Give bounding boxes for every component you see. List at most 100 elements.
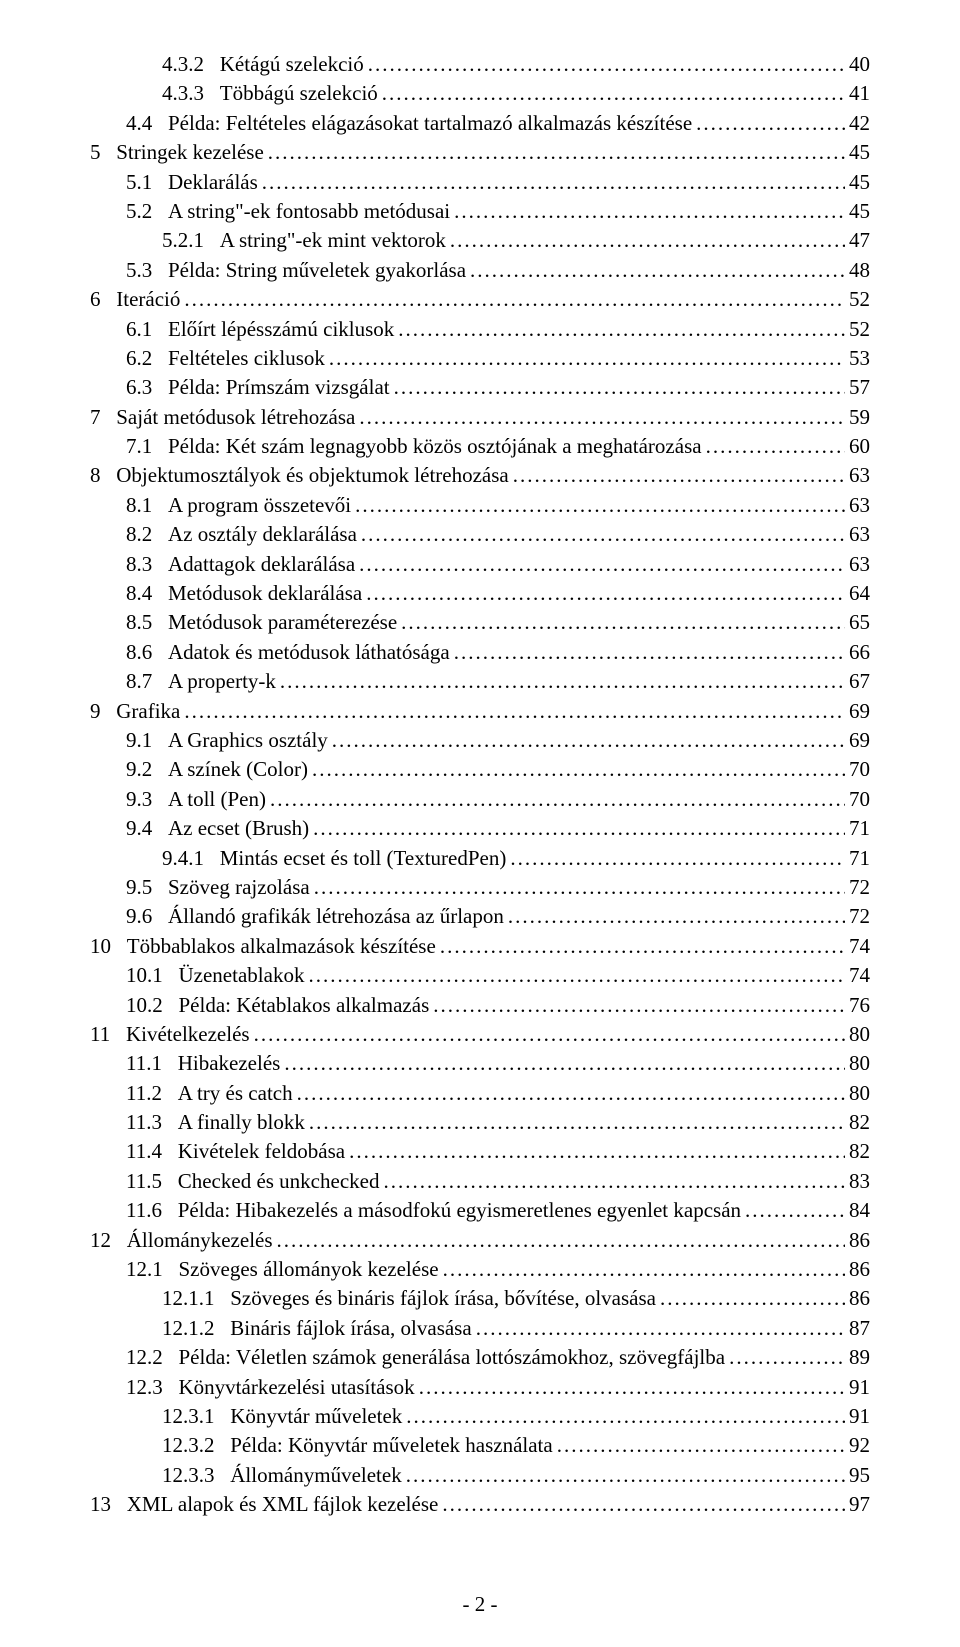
table-of-contents: 4.3.2 Kétágú szelekció404.3.3 Többágú sz… [90,50,870,1520]
toc-entry: 4.4 Példa: Feltételes elágazásokat tarta… [90,109,870,138]
page-footer-number: - 2 - [0,1592,960,1617]
toc-entry-label: 6.2 Feltételes ciklusok [126,344,325,373]
toc-leader-dots [513,461,845,490]
toc-leader-dots [382,79,845,108]
toc-entry-label: 8.4 Metódusok deklarálása [126,579,362,608]
toc-entry: 9.3 A toll (Pen) 70 [90,785,870,814]
toc-entry-page: 40 [849,50,870,79]
toc-entry-page: 48 [849,256,870,285]
toc-entry-label: 6 Iteráció [90,285,180,314]
toc-leader-dots [277,1226,845,1255]
toc-entry-label: 9.6 Állandó grafikák létrehozása az űrla… [126,902,504,931]
toc-leader-dots [366,579,845,608]
toc-leader-dots [510,844,845,873]
toc-entry-label: 4.4 Példa: Feltételes elágazásokat tarta… [126,109,692,138]
toc-entry-page: 60 [849,432,870,461]
toc-entry-page: 63 [849,520,870,549]
toc-entry: 9.4 Az ecset (Brush)71 [90,814,870,843]
toc-entry: 5.1 Deklarálás45 [90,168,870,197]
toc-entry: 6 Iteráció 52 [90,285,870,314]
toc-entry-page: 59 [849,403,870,432]
toc-leader-dots [450,226,845,255]
toc-entry: 12.3.3 Állományműveletek95 [90,1461,870,1490]
toc-entry-page: 71 [849,814,870,843]
toc-entry-label: 13 XML alapok és XML fájlok kezelése [90,1490,438,1519]
toc-entry-page: 52 [849,315,870,344]
toc-entry-page: 45 [849,197,870,226]
toc-entry: 8.7 A property-k67 [90,667,870,696]
toc-entry: 5.2 A string"-ek fontosabb metódusai45 [90,197,870,226]
toc-entry-label: 4.3.3 Többágú szelekció [162,79,378,108]
toc-entry-label: 9 Grafika [90,697,180,726]
toc-entry-page: 84 [849,1196,870,1225]
toc-entry: 9.4.1 Mintás ecset és toll (TexturedPen)… [90,844,870,873]
toc-entry-label: 8.6 Adatok és metódusok láthatósága [126,638,450,667]
toc-leader-dots [442,1490,845,1519]
toc-entry: 12.3.1 Könyvtár műveletek 91 [90,1402,870,1431]
toc-leader-dots [284,1049,845,1078]
toc-entry-label: 12.1.2 Bináris fájlok írása, olvasása [162,1314,472,1343]
toc-leader-dots [359,403,845,432]
toc-entry-label: 5.2.1 A string"-ek mint vektorok [162,226,446,255]
toc-entry: 9.1 A Graphics osztály69 [90,726,870,755]
toc-entry-label: 9.3 A toll (Pen) [126,785,266,814]
toc-entry-page: 72 [849,902,870,931]
toc-entry-label: 5 Stringek kezelése [90,138,264,167]
toc-entry-page: 80 [849,1079,870,1108]
toc-entry: 9.6 Állandó grafikák létrehozása az űrla… [90,902,870,931]
toc-entry-page: 82 [849,1108,870,1137]
toc-entry-page: 42 [849,109,870,138]
toc-leader-dots [312,755,845,784]
toc-leader-dots [454,638,845,667]
toc-leader-dots [406,1402,845,1431]
toc-entry: 8.5 Metódusok paraméterezése65 [90,608,870,637]
toc-entry-label: 12 Állománykezelés [90,1226,273,1255]
toc-entry-page: 53 [849,344,870,373]
toc-leader-dots [297,1079,845,1108]
toc-entry-label: 12.3 Könyvtárkezelési utasítások [126,1373,415,1402]
toc-entry-page: 45 [849,138,870,167]
toc-entry-page: 41 [849,79,870,108]
toc-entry-page: 82 [849,1137,870,1166]
toc-entry-page: 70 [849,785,870,814]
toc-entry-page: 86 [849,1284,870,1313]
toc-entry-label: 6.1 Előírt lépésszámú ciklusok [126,315,394,344]
toc-leader-dots [308,961,845,990]
toc-entry-label: 9.4.1 Mintás ecset és toll (TexturedPen) [162,844,506,873]
toc-entry: 5.2.1 A string"-ek mint vektorok47 [90,226,870,255]
toc-entry: 12.3.2 Példa: Könyvtár műveletek használ… [90,1431,870,1460]
toc-entry: 6.3 Példa: Prímszám vizsgálat57 [90,373,870,402]
toc-leader-dots [383,1167,845,1196]
toc-entry-page: 91 [849,1373,870,1402]
toc-entry-page: 97 [849,1490,870,1519]
toc-entry-label: 11.1 Hibakezelés [126,1049,280,1078]
toc-entry: 12.1.1 Szöveges és bináris fájlok írása,… [90,1284,870,1313]
toc-leader-dots [440,932,845,961]
toc-entry-label: 8.7 A property-k [126,667,276,696]
toc-leader-dots [361,520,845,549]
toc-entry-page: 63 [849,550,870,579]
toc-entry-page: 66 [849,638,870,667]
toc-leader-dots [706,432,845,461]
toc-leader-dots [254,1020,845,1049]
toc-entry-label: 11.4 Kivételek feldobása [126,1137,345,1166]
toc-entry-label: 5.1 Deklarálás [126,168,258,197]
toc-entry: 8 Objektumosztályok és objektumok létreh… [90,461,870,490]
toc-entry: 8.6 Adatok és metódusok láthatósága 66 [90,638,870,667]
toc-entry-label: 12.3.1 Könyvtár műveletek [162,1402,402,1431]
toc-entry-page: 86 [849,1226,870,1255]
toc-entry-label: 7 Saját metódusok létrehozása [90,403,355,432]
toc-entry-page: 91 [849,1402,870,1431]
toc-entry-label: 12.3.3 Állományműveletek [162,1461,402,1490]
toc-leader-dots [355,491,845,520]
toc-leader-dots [401,608,845,637]
toc-entry: 7.1 Példa: Két szám legnagyobb közös osz… [90,432,870,461]
toc-entry: 8.4 Metódusok deklarálása64 [90,579,870,608]
toc-entry: 8.1 A program összetevői63 [90,491,870,520]
toc-leader-dots [433,991,845,1020]
toc-entry: 10 Többablakos alkalmazások készítése74 [90,932,870,961]
toc-entry: 9.5 Szöveg rajzolása72 [90,873,870,902]
toc-leader-dots [309,1108,845,1137]
toc-entry-page: 52 [849,285,870,314]
toc-entry-label: 12.1 Szöveges állományok kezelése [126,1255,439,1284]
